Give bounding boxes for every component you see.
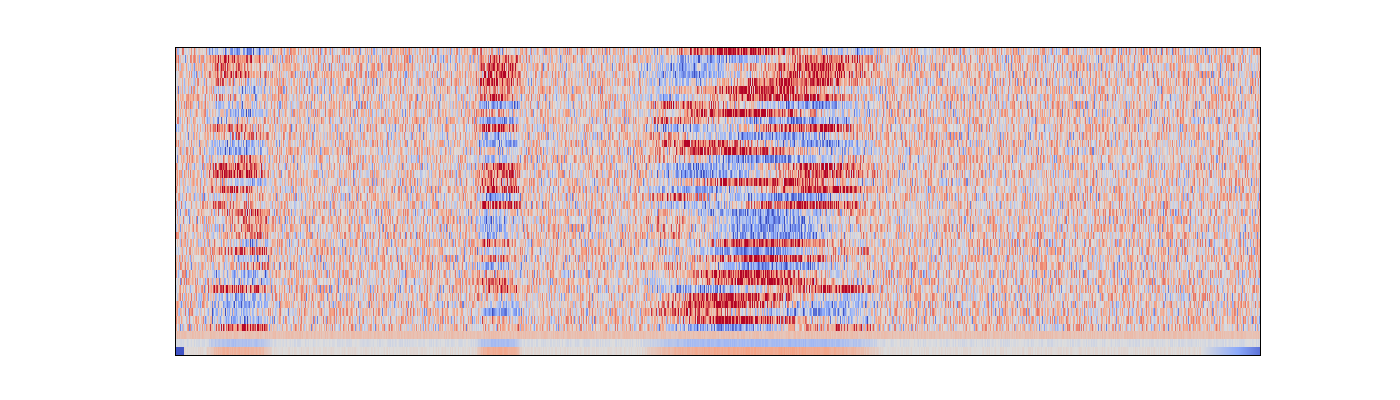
spectrogram-heatmap: [176, 48, 1260, 355]
spectrogram-plot-area: [176, 48, 1260, 355]
